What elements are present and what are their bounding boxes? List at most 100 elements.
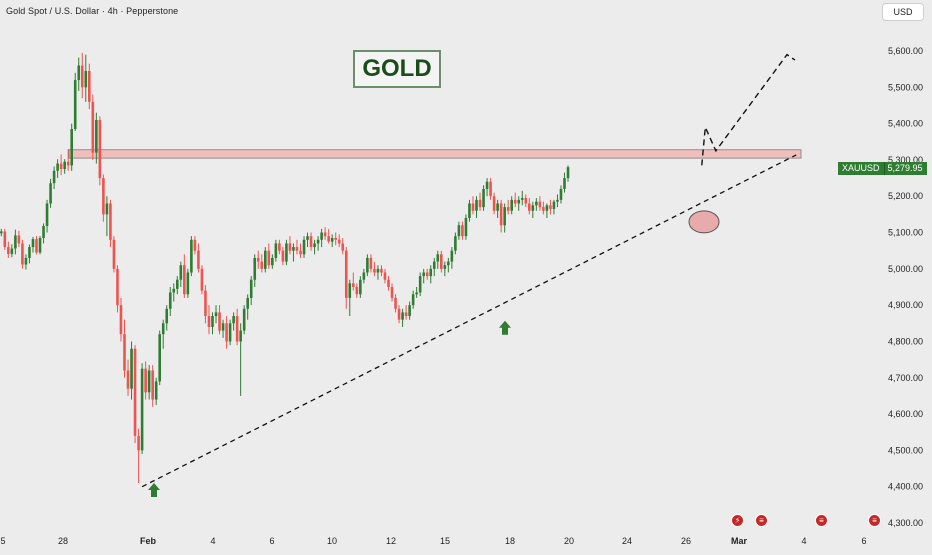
candle-body [373, 268, 376, 273]
flag-icon[interactable]: ≡ [755, 514, 768, 527]
candle-body [341, 243, 345, 251]
candle-body [172, 288, 176, 293]
candle-body [73, 80, 77, 130]
candle-body [140, 368, 144, 451]
candle-body [524, 198, 528, 204]
candle-body [63, 161, 66, 169]
candle-body [84, 70, 88, 88]
candle-body [88, 70, 91, 102]
candle-body [207, 316, 211, 327]
candle-body [408, 305, 411, 317]
last-price-value: 5,279.95 [883, 162, 927, 175]
candle-body [116, 268, 119, 306]
candle-body [105, 203, 109, 215]
candle-body [436, 254, 440, 262]
candle-body [295, 247, 299, 251]
candle-body [362, 272, 366, 280]
resistance-zone [68, 149, 802, 159]
candle-body [285, 243, 288, 262]
candle-body [411, 294, 415, 306]
candle-body [190, 239, 193, 273]
candle-body [478, 199, 482, 208]
candle-body [204, 290, 207, 317]
candle-body [468, 203, 471, 219]
candle-body [130, 348, 133, 389]
candle-body [323, 232, 327, 237]
candle-body [327, 236, 330, 242]
currency-button[interactable]: USD [882, 3, 924, 21]
candle-body [306, 236, 309, 240]
x-tick-label: 12 [386, 536, 396, 546]
candle-body [80, 65, 84, 88]
candle-body [549, 205, 552, 209]
candle-body [193, 239, 197, 251]
resistance-zone-layer [68, 149, 802, 159]
y-axis: 5,600.00 5,500.00 5,400.00 5,300.00 5,200.00… [888, 46, 923, 528]
x-tick-label: Feb [140, 536, 157, 546]
candle-body [95, 119, 98, 153]
candle-body [348, 283, 352, 298]
candle-body [461, 225, 464, 237]
candle-body [450, 250, 454, 262]
candle-body [503, 207, 506, 226]
x-tick-label: 6 [269, 536, 274, 546]
candle-body [559, 188, 563, 200]
projection-path [701, 53, 796, 166]
flag-icon[interactable]: ≡ [868, 514, 881, 527]
candle-body [313, 243, 316, 248]
candle-body [552, 201, 556, 209]
candle-body [38, 237, 42, 253]
candle-body [31, 239, 35, 248]
candle-body [542, 207, 545, 211]
candle-body [415, 292, 418, 295]
gold-annotation-label[interactable]: GOLD [353, 50, 441, 88]
candle-body [200, 268, 204, 291]
y-tick-label: 4,600.00 [888, 409, 923, 419]
candle-body [422, 272, 425, 277]
candle-body [137, 435, 140, 451]
candle-body [274, 243, 278, 258]
x-tick-label: 6 [861, 536, 866, 546]
candle-body [397, 308, 401, 320]
candle-body [239, 330, 242, 342]
candle-body [77, 65, 81, 81]
candle-body [492, 196, 496, 211]
candle-body [42, 226, 45, 238]
candle-body [119, 305, 123, 335]
candle-body [228, 323, 232, 342]
candle-body [56, 163, 59, 171]
candle-body [517, 199, 521, 204]
candle-body [158, 334, 161, 382]
candle-body [98, 119, 102, 179]
candle-body [249, 279, 253, 298]
candle-body [112, 239, 116, 269]
candle-body [359, 279, 362, 295]
x-tick-label: 24 [622, 536, 632, 546]
symbol-label: XAUUSD [838, 162, 884, 175]
candle-body [299, 250, 302, 255]
candle-body [211, 316, 214, 327]
candle-body [352, 283, 355, 287]
x-tick-label: 26 [681, 536, 691, 546]
candle-body [510, 199, 513, 211]
candle-body [404, 312, 408, 317]
candle-body [278, 243, 281, 251]
x-tick-label: 18 [505, 536, 515, 546]
y-tick-label: 4,400.00 [888, 482, 923, 492]
candle-body [376, 268, 380, 273]
candle-body [330, 237, 334, 242]
candle-body [59, 163, 63, 169]
candle-body [242, 308, 246, 331]
candle-body [499, 203, 503, 226]
candle-body [168, 292, 172, 309]
y-tick-label: 5,400.00 [888, 119, 923, 129]
y-tick-label: 4,700.00 [888, 373, 923, 383]
dividend-icon[interactable]: ⚡ [731, 514, 744, 527]
flag-icon[interactable]: ≡ [815, 514, 828, 527]
candle-body [260, 261, 264, 269]
candle-body [144, 368, 147, 393]
candle-body [232, 316, 235, 324]
drawings-layer [141, 53, 797, 498]
